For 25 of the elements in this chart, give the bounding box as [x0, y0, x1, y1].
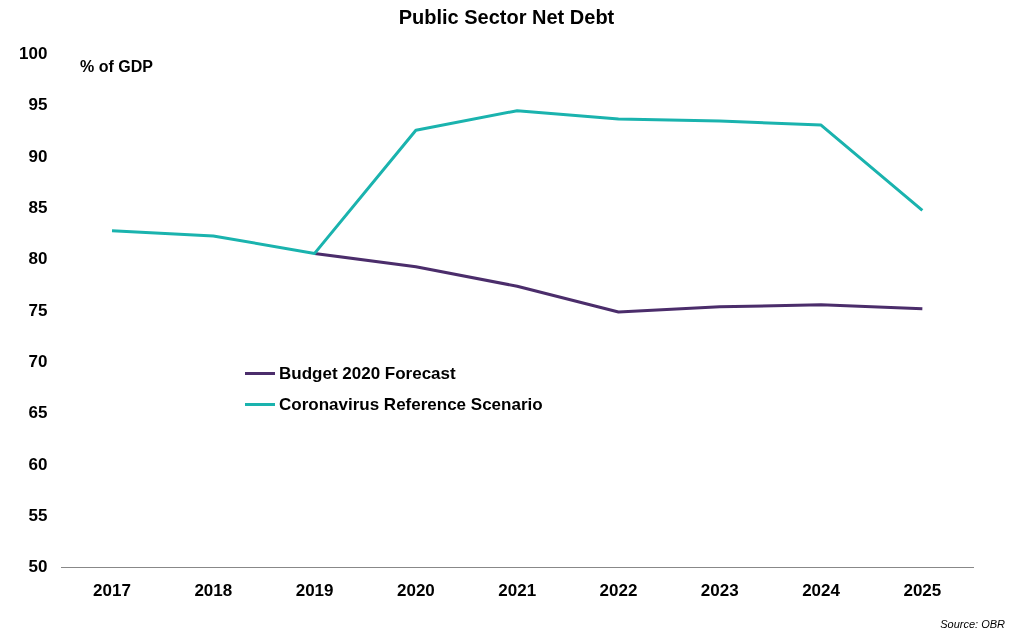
- x-tick-label: 2025: [903, 581, 942, 601]
- y-tick-label: 90: [28, 146, 48, 166]
- y-tick-label: 65: [28, 403, 48, 423]
- y-tick-label: 85: [28, 197, 48, 217]
- x-tick-label: 2019: [295, 581, 334, 601]
- legend-label: Budget 2020 Forecast: [279, 363, 456, 384]
- y-tick-label: 60: [28, 454, 48, 474]
- source-note: Source: OBR: [940, 618, 1005, 630]
- y-tick-label: 70: [28, 351, 48, 371]
- x-tick-label: 2021: [498, 581, 537, 601]
- x-tick-label: 2024: [802, 581, 841, 601]
- legend-label: Coronavirus Reference Scenario: [279, 394, 543, 415]
- x-tick-label: 2022: [599, 581, 638, 601]
- x-tick-label: 2023: [700, 581, 739, 601]
- y-tick-label: 100: [18, 43, 48, 63]
- y-axis-title: % of GDP: [80, 58, 153, 76]
- x-tick-label: 2018: [194, 581, 233, 601]
- y-tick-label: 55: [28, 505, 48, 525]
- y-tick-label: 80: [28, 249, 48, 269]
- x-tick-label: 2020: [396, 581, 435, 601]
- y-tick-label: 95: [28, 95, 48, 115]
- y-tick-label: 50: [28, 557, 48, 577]
- x-tick-label: 2017: [93, 581, 131, 601]
- y-tick-label: 75: [28, 300, 48, 320]
- chart-title: Public Sector Net Debt: [397, 6, 616, 29]
